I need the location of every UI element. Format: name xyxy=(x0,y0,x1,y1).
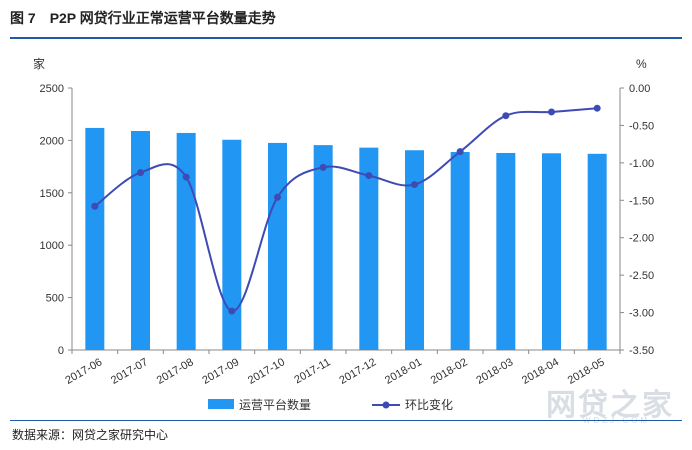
top-rule xyxy=(10,37,682,39)
legend-swatch-marker xyxy=(382,401,390,409)
line-point-2017-11 xyxy=(319,163,327,171)
left-axis-unit: 家 xyxy=(33,56,45,71)
bar-2017-09 xyxy=(222,139,242,350)
bar-2018-02 xyxy=(450,152,470,350)
figure-number: 图 7 xyxy=(10,10,36,26)
figure-title: 图 7 P2P 网贷行业正常运营平台数量走势 xyxy=(10,8,276,28)
right-tick-label: -1.50 xyxy=(629,195,654,207)
left-tick-label: 2500 xyxy=(40,83,64,95)
x-tick-label: 2018-03 xyxy=(474,356,515,387)
x-tick-label: 2017-10 xyxy=(246,356,287,387)
x-tick-label: 2018-02 xyxy=(429,356,470,387)
x-tick-label: 2017-07 xyxy=(109,356,150,387)
line-point-2017-07 xyxy=(137,169,144,177)
x-tick-label: 2017-09 xyxy=(200,356,241,387)
bar-2017-07 xyxy=(131,130,150,350)
legend-label-bars: 运营平台数量 xyxy=(239,397,311,412)
line-point-2018-02 xyxy=(456,148,464,156)
right-tick-label: 0.00 xyxy=(629,83,650,95)
series-line-huanbi xyxy=(94,107,598,313)
left-tick-label: 1000 xyxy=(40,240,64,252)
bar-2017-06 xyxy=(85,127,105,350)
bar-2017-11 xyxy=(313,145,333,350)
right-axis-unit: % xyxy=(636,57,647,71)
figure-title-text: P2P 网贷行业正常运营平台数量走势 xyxy=(49,10,276,26)
line-point-2017-12 xyxy=(365,172,373,180)
line-point-2017-06 xyxy=(91,202,99,210)
bottom-rule xyxy=(10,420,682,421)
x-tick-label: 2017-11 xyxy=(292,356,332,386)
left-tick-label: 1500 xyxy=(40,188,64,200)
line-point-2018-03 xyxy=(502,112,510,120)
x-tick-label: 2017-12 xyxy=(337,356,378,387)
left-tick-label: 0 xyxy=(58,345,64,357)
bar-2018-03 xyxy=(496,152,516,350)
bar-2018-01 xyxy=(405,150,424,350)
watermark-logo: 网贷之家 xyxy=(546,389,674,422)
line-point-2017-09 xyxy=(228,307,236,315)
right-tick-label: -2.50 xyxy=(629,270,654,282)
bar-2017-12 xyxy=(359,147,379,350)
line-point-2017-10 xyxy=(274,193,281,201)
right-tick-label: -0.50 xyxy=(629,120,654,132)
bar-2018-05 xyxy=(587,153,607,350)
left-tick-label: 500 xyxy=(46,293,64,305)
right-tick-label: -3.50 xyxy=(629,345,654,357)
bar-2017-08 xyxy=(176,132,196,350)
line-point-2017-08 xyxy=(182,173,190,181)
legend-label-line: 环比变化 xyxy=(405,397,453,412)
legend-swatch-bars xyxy=(208,399,234,409)
left-tick-label: 2000 xyxy=(40,135,64,147)
bar-2017-10 xyxy=(268,142,287,350)
x-tick-label: 2018-01 xyxy=(383,356,424,387)
right-tick-label: -2.00 xyxy=(629,233,654,245)
source-note: 数据来源：网贷之家研究中心 xyxy=(12,428,169,442)
x-tick-label: 2017-08 xyxy=(155,356,196,387)
line-point-2018-04 xyxy=(548,108,555,116)
x-tick-label: 2017-06 xyxy=(63,356,104,387)
right-tick-label: -1.00 xyxy=(629,158,654,170)
line-point-2018-01 xyxy=(411,181,418,189)
bar-2018-04 xyxy=(542,153,561,350)
line-point-2018-05 xyxy=(593,104,601,112)
right-tick-label: -3.00 xyxy=(629,308,654,320)
